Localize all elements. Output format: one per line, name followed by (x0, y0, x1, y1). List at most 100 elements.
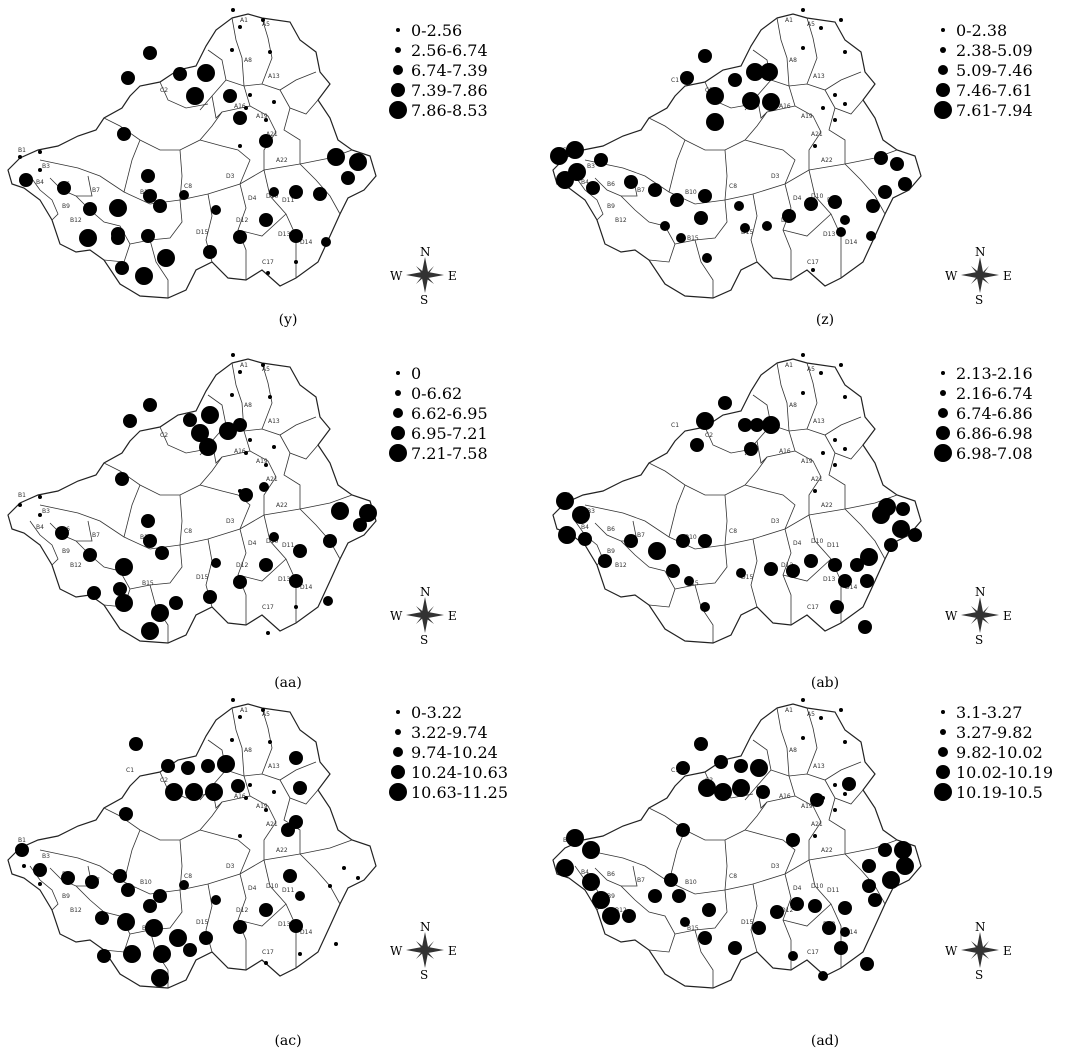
district-border (750, 193, 758, 263)
legend-symbol (385, 742, 411, 762)
value-circle (833, 118, 837, 122)
value-circle (313, 187, 327, 201)
district-border (243, 85, 277, 170)
value-circle (843, 740, 847, 744)
legend-symbol (385, 722, 411, 742)
value-circle (894, 841, 912, 859)
value-circle (135, 267, 153, 285)
value-circle (813, 834, 817, 838)
district-label: A1 (785, 707, 793, 714)
compass-star-icon (961, 257, 999, 293)
district-label: B10 (685, 534, 697, 541)
district-label: B3 (42, 508, 50, 515)
value-circle (744, 442, 758, 456)
value-circle (141, 229, 155, 243)
map-panel-ac: A1A5A8A13A16A19A21A22C2C1B1B3B4B6B7B9B12… (0, 690, 540, 1049)
district-label: D11 (827, 542, 839, 549)
value-circle (95, 911, 109, 925)
value-circle (269, 532, 279, 542)
legend-entry: 6.74-7.39 (385, 60, 488, 80)
district-label: B10 (685, 189, 697, 196)
legend-symbol (930, 423, 956, 443)
value-circle (666, 564, 680, 578)
value-circle (269, 187, 279, 197)
value-circle (598, 554, 612, 568)
legend-entry: 6.86-6.98 (930, 423, 1033, 443)
compass-rose: N S W E (390, 245, 460, 307)
value-circle (115, 558, 133, 576)
value-circle (750, 418, 764, 432)
value-circle (109, 199, 127, 217)
district-border (694, 929, 714, 988)
district-label: C8 (729, 528, 737, 535)
value-circle (819, 26, 823, 30)
value-circle (672, 889, 686, 903)
district-label: A22 (276, 502, 288, 509)
district-label: C8 (184, 528, 192, 535)
value-circle (843, 50, 847, 54)
district-border (674, 199, 728, 245)
district-label: D4 (248, 195, 257, 202)
legend: 0 0-6.62 6.62-6.95 6.95-7.21 7.21-7.58 (385, 363, 488, 463)
value-circle (349, 153, 367, 171)
value-circle (801, 353, 805, 357)
value-circle (702, 903, 716, 917)
district-label: D15 (741, 574, 753, 581)
value-circle (268, 740, 272, 744)
district-label: B9 (62, 203, 70, 210)
value-circle (764, 562, 778, 576)
value-circle (684, 576, 694, 586)
district-border (824, 89, 864, 115)
value-circle (83, 548, 97, 562)
value-circle (624, 175, 638, 189)
legend: 0-2.38 2.38-5.09 5.09-7.46 7.46-7.61 7.61-7.… (930, 20, 1033, 120)
legend-entry: 2.38-5.09 (930, 40, 1033, 60)
district-label: C8 (729, 183, 737, 190)
legend: 0-2.56 2.56-6.74 6.74-7.39 7.39-7.86 7.86-8.… (385, 20, 488, 120)
district-label: A22 (821, 157, 833, 164)
legend-label: 0 (411, 363, 422, 383)
value-circle (698, 779, 716, 797)
value-circle (698, 49, 712, 63)
district-label: B3 (587, 508, 595, 515)
value-circle (740, 223, 750, 233)
district-label: C8 (729, 873, 737, 880)
district-label: B12 (615, 562, 627, 569)
district-map: A1A5A8A13A16A19A21A22C2C1B1B3B4B6B7B9B12… (550, 8, 922, 299)
district-border (29, 175, 59, 221)
district-label: B15 (687, 235, 699, 242)
value-circle (702, 253, 712, 263)
value-circle (18, 155, 22, 159)
map-panel-z: A1A5A8A13A16A19A21A22C2C1B1B3B4B6B7B9B12… (545, 0, 1085, 350)
value-circle (141, 622, 159, 640)
value-circle (878, 843, 892, 857)
value-circle (259, 213, 273, 227)
legend-symbol (385, 383, 411, 403)
district-label: A13 (268, 763, 280, 770)
value-circle (259, 134, 273, 148)
value-circle (786, 833, 800, 847)
value-circle (293, 544, 307, 558)
value-circle (248, 93, 252, 97)
district-border (844, 508, 886, 560)
district-label: A1 (240, 17, 248, 24)
district-border (750, 883, 758, 953)
value-circle (173, 67, 187, 81)
value-circle (145, 919, 163, 937)
district-label: B7 (637, 532, 645, 539)
value-circle (153, 199, 167, 213)
value-circle (756, 785, 770, 799)
compass-s-label: S (420, 633, 429, 647)
legend-label: 10.19-10.5 (956, 782, 1043, 802)
value-circle (694, 737, 708, 751)
district-border (782, 213, 832, 237)
district-border (824, 434, 864, 460)
district-label: A16 (234, 103, 246, 110)
value-circle (892, 520, 910, 538)
compass-s-label: S (420, 968, 429, 982)
district-border (806, 362, 818, 430)
value-circle (143, 534, 157, 548)
value-circle (155, 546, 169, 560)
district-label: D4 (793, 540, 802, 547)
value-circle (117, 913, 135, 931)
